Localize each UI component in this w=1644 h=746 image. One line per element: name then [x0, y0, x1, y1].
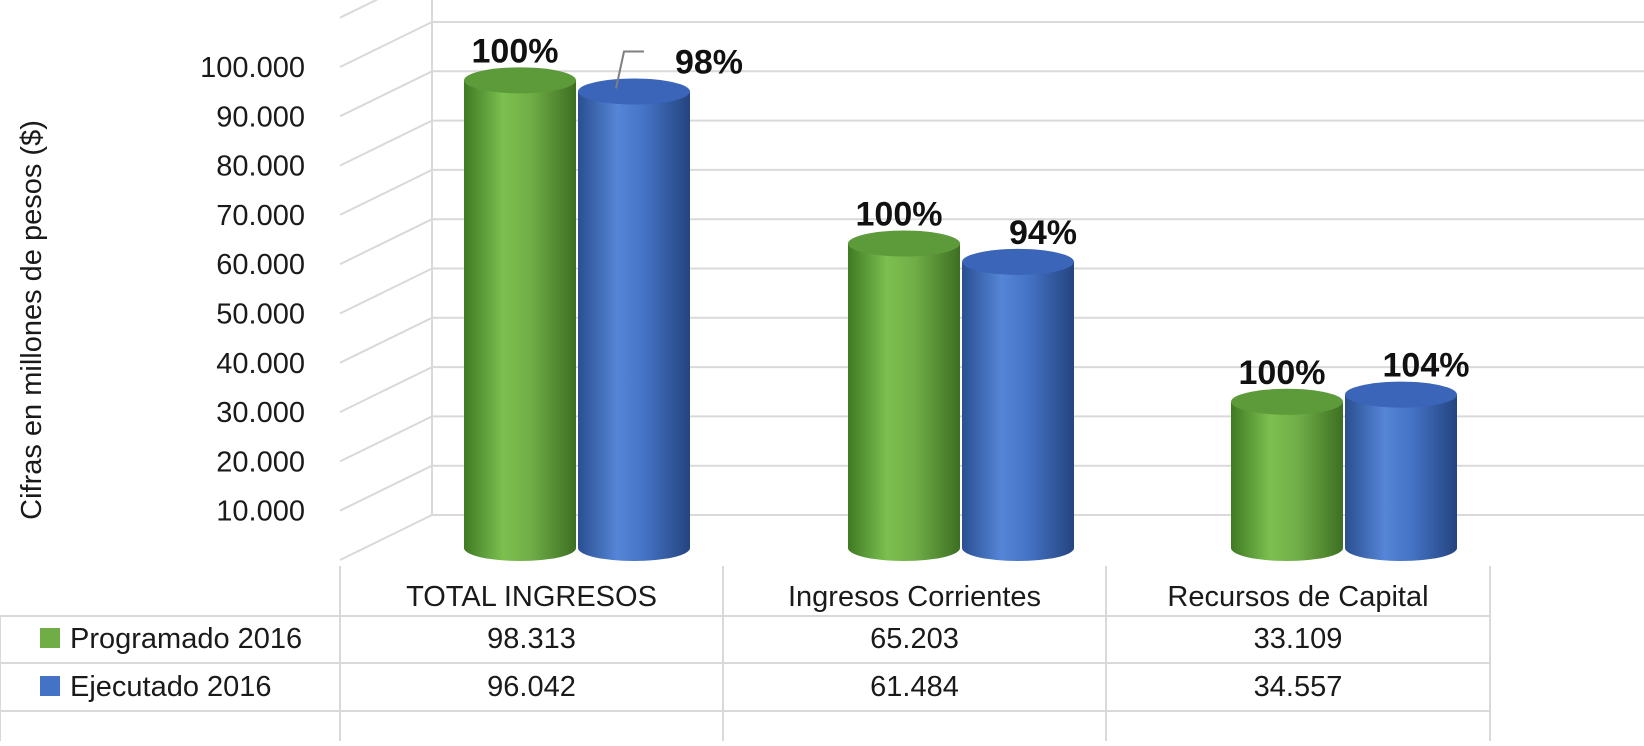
bar-top	[848, 230, 960, 257]
bar-ejecutado	[578, 78, 690, 561]
bar-body	[848, 243, 960, 562]
y-tick-label: 90.000	[216, 101, 305, 133]
data-table: TOTAL INGRESOS Ingresos Corrientes Recurso…	[0, 566, 1491, 741]
bars	[464, 67, 1457, 562]
legend-key-ejecutado	[40, 676, 60, 696]
category-label: TOTAL INGRESOS	[406, 581, 657, 613]
gridline-side	[339, 415, 433, 463]
table-value: 61.484	[870, 671, 959, 703]
bar-top	[578, 78, 690, 105]
bar-body	[464, 80, 576, 562]
y-tick-label: 20.000	[216, 446, 305, 478]
gridline-side	[339, 218, 433, 266]
gridline-side	[339, 70, 433, 118]
bar-ejecutado	[962, 248, 1074, 561]
legend-key-programado	[40, 628, 60, 648]
gridline-side	[339, 366, 433, 413]
category-label: Ingresos Corrientes	[788, 581, 1041, 613]
bar-body	[962, 261, 1074, 561]
y-tick-label: 80.000	[216, 151, 305, 183]
table-value: 34.557	[1254, 671, 1343, 703]
bar-top	[962, 248, 1074, 275]
percent-label: 100%	[1239, 354, 1326, 392]
bar-body	[1231, 401, 1343, 561]
gridline-side	[339, 316, 433, 364]
legend-label: Programado 2016	[70, 623, 302, 655]
gridline-side	[339, 464, 433, 512]
y-axis-label: Cifras en millones de pesos ($)	[16, 120, 48, 520]
y-tick-label: 50.000	[216, 299, 305, 331]
percent-label: 100%	[472, 32, 559, 70]
table-value: 98.313	[487, 623, 576, 655]
gridline-side	[339, 169, 433, 216]
gridline-side	[339, 119, 433, 167]
leader-line	[615, 50, 644, 89]
bar-programado	[1231, 388, 1343, 561]
percent-label: 104%	[1383, 347, 1470, 385]
gridline-side	[339, 21, 433, 68]
percent-label: 98%	[675, 44, 743, 82]
y-tick-label: 100.000	[200, 52, 305, 84]
bar-top	[464, 67, 576, 94]
table-value: 33.109	[1254, 623, 1343, 655]
table-value: 96.042	[487, 671, 576, 703]
y-tick-label: 60.000	[216, 249, 305, 281]
gridline-side	[339, 0, 379, 19]
bar-top	[1345, 381, 1457, 408]
data-labels: 100% 98% 100% 94% 100% 104%	[472, 32, 1470, 391]
bar-programado	[848, 230, 960, 562]
percent-label: 94%	[1009, 214, 1077, 252]
bar-ejecutado	[1345, 381, 1457, 561]
y-tick-label: 40.000	[216, 348, 305, 380]
percent-label: 100%	[856, 196, 943, 234]
bar-top	[1231, 388, 1343, 415]
y-tick-label: 30.000	[216, 397, 305, 429]
category-label: Recursos de Capital	[1167, 581, 1428, 613]
y-axis: 10.000 20.000 30.000 40.000 50.000 60.000 70.0…	[200, 52, 305, 528]
bar-programado	[464, 67, 576, 562]
gridline-side	[339, 267, 433, 315]
y-tick-label: 10.000	[216, 496, 305, 528]
y-tick-label: 70.000	[216, 200, 305, 232]
bar-body	[1345, 394, 1457, 561]
table-value: 65.203	[870, 623, 959, 655]
bar-body	[578, 91, 690, 561]
gridline-side	[339, 514, 433, 561]
legend-label: Ejecutado 2016	[70, 671, 272, 703]
